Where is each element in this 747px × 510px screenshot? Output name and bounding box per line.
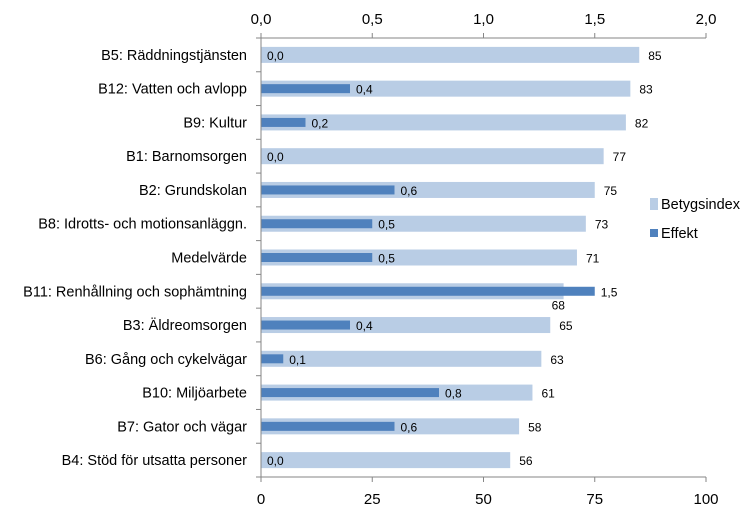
effekt-bars	[261, 84, 595, 431]
bar-betygsindex-b1-barnomsorgen	[261, 148, 604, 165]
category-label-b5-raddningstjansten: B5: Räddningstjänsten	[101, 48, 247, 64]
bar-betygsindex-b5-raddningstjansten	[261, 46, 640, 63]
category-label-b8-idrotts-och-motionsanlaggn: B8: Idrotts- och motionsanläggn.	[38, 217, 247, 233]
data-label-betygsindex-b3-aldreomsorgen: 65	[559, 319, 573, 333]
data-label-betygsindex-b7-gator-och-vagar: 58	[528, 420, 542, 434]
data-label-betygsindex-medelvarde: 71	[586, 252, 600, 266]
data-label-effekt-b8-idrotts-och-motionsanlaggn: 0,5	[378, 218, 395, 232]
effekt-data-labels: 0,0 0,4 0,2 0,0 0,6 0,5 0,5 1,5 0,4 0,1 0,8 0,6 0,0	[267, 49, 618, 468]
bottom-tick-label: 25	[364, 491, 381, 508]
category-label-b11-renhallning-och-sophamtning: B11: Renhållning och sophämtning	[23, 284, 247, 300]
bottom-axis-ticks: 0 25 50 75 100	[257, 477, 719, 508]
bottom-tick-label: 75	[586, 491, 603, 508]
data-label-effekt-b7-gator-och-vagar: 0,6	[401, 420, 418, 434]
category-label-b10-miljoarbete: B10: Miljöarbete	[142, 386, 247, 402]
top-tick-label: 0,5	[362, 11, 383, 28]
top-tick-label: 1,5	[584, 11, 605, 28]
bar-effekt-b6-gang-och-cykelvagar	[261, 354, 284, 364]
legend-swatch-effekt	[650, 229, 658, 237]
bar-betygsindex-b9-kultur	[261, 114, 626, 131]
data-label-effekt-b11-renhallning-och-sophamtning: 1,5	[601, 285, 618, 299]
data-label-betygsindex-b1-barnomsorgen: 77	[613, 150, 627, 164]
data-label-effekt-b5-raddningstjansten: 0,0	[267, 49, 284, 63]
data-label-betygsindex-b2-grundskolan: 75	[604, 184, 618, 198]
data-label-betygsindex-b11-renhallning-och-sophamtning: 68	[552, 298, 566, 312]
data-label-betygsindex-b9-kultur: 82	[635, 116, 649, 130]
data-label-betygsindex-b4-stod-for-utsatta-personer: 56	[519, 454, 533, 468]
bar-effekt-b9-kultur	[261, 117, 306, 127]
data-label-effekt-b2-grundskolan: 0,6	[401, 184, 418, 198]
bottom-tick-label: 0	[257, 491, 265, 508]
data-label-effekt-b10-miljoarbete: 0,8	[445, 387, 462, 401]
data-label-betygsindex-b12-vatten-och-avlopp: 83	[639, 83, 653, 97]
category-label-b7-gator-och-vagar: B7: Gator och vägar	[117, 419, 247, 435]
top-tick-label: 1,0	[473, 11, 494, 28]
bottom-tick-label: 50	[475, 491, 492, 508]
legend-swatch-betygsindex	[650, 198, 658, 210]
data-label-effekt-medelvarde: 0,5	[378, 252, 395, 266]
category-label-b6-gang-och-cykelvagar: B6: Gång och cykelvägar	[85, 352, 247, 368]
bar-betygsindex-b6-gang-och-cykelvagar	[261, 350, 542, 367]
bar-betygsindex-b4-stod-for-utsatta-personer	[261, 452, 511, 469]
bar-effekt-b2-grundskolan	[261, 185, 395, 195]
bottom-tick-label: 100	[693, 491, 718, 508]
category-label-b4-stod-for-utsatta-personer: B4: Stöd för utsatta personer	[62, 453, 248, 469]
bar-effekt-b10-miljoarbete	[261, 388, 439, 398]
category-label-b3-aldreomsorgen: B3: Äldreomsorgen	[123, 317, 247, 334]
data-label-effekt-b3-aldreomsorgen: 0,4	[356, 319, 373, 333]
bar-effekt-b12-vatten-och-avlopp	[261, 84, 350, 94]
top-tick-label: 2,0	[696, 11, 717, 28]
category-labels: B5: Räddningstjänsten B12: Vatten och avl…	[23, 48, 247, 469]
bar-effekt-b7-gator-och-vagar	[261, 421, 395, 431]
top-tick-label: 0,0	[251, 11, 272, 28]
data-label-effekt-b12-vatten-och-avlopp: 0,4	[356, 83, 373, 97]
bar-effekt-medelvarde	[261, 253, 373, 262]
bar-betygsindex-b12-vatten-och-avlopp	[261, 80, 631, 97]
top-axis-ticks: 0,0 0,5 1,0 1,5 2,0	[251, 11, 717, 38]
category-label-b1-barnomsorgen: B1: Barnomsorgen	[126, 149, 247, 165]
data-label-betygsindex-b10-miljoarbete: 61	[541, 387, 555, 401]
bar-effekt-b8-idrotts-och-motionsanlaggn	[261, 219, 373, 229]
data-label-betygsindex-b8-idrotts-och-motionsanlaggn: 73	[595, 218, 609, 232]
data-label-betygsindex-b6-gang-och-cykelvagar: 63	[550, 353, 564, 367]
data-label-effekt-b9-kultur: 0,2	[312, 116, 329, 130]
bar-effekt-b11-renhallning-och-sophamtning	[261, 286, 595, 296]
betygsindex-data-labels: 85 83 82 77 75 73 71 68 65 63 61 58 56	[519, 49, 662, 468]
legend-label-betygsindex: Betygsindex	[661, 197, 741, 213]
category-label-b12-vatten-och-avlopp: B12: Vatten och avlopp	[98, 82, 247, 98]
data-label-effekt-b4-stod-for-utsatta-personer: 0,0	[267, 454, 284, 468]
category-label-b9-kultur: B9: Kultur	[183, 115, 247, 131]
category-label-b2-grundskolan: B2: Grundskolan	[139, 183, 247, 199]
legend: Betygsindex Effekt	[650, 197, 741, 242]
category-label-medelvarde: Medelvärde	[171, 251, 247, 267]
data-label-effekt-b1-barnomsorgen: 0,0	[267, 150, 284, 164]
data-label-effekt-b6-gang-och-cykelvagar: 0,1	[289, 353, 306, 367]
legend-label-effekt: Effekt	[661, 226, 698, 242]
bar-effekt-b3-aldreomsorgen	[261, 320, 350, 330]
data-label-betygsindex-b5-raddningstjansten: 85	[648, 49, 662, 63]
